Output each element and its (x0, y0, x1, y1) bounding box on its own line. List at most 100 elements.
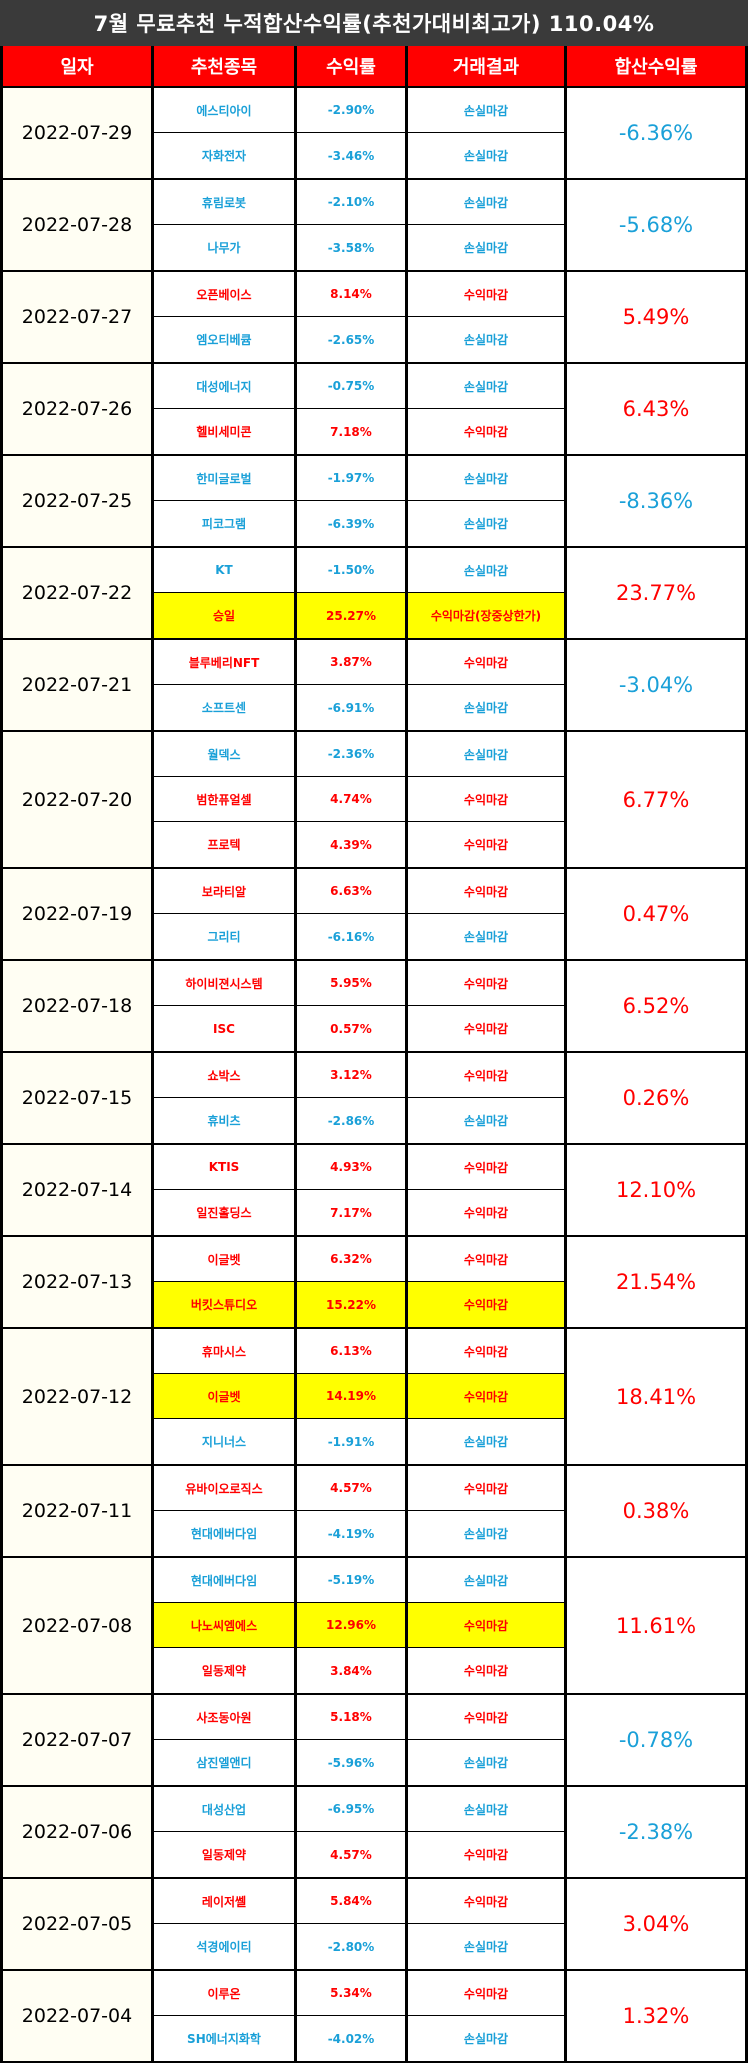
total-cell: 1.32% (567, 1971, 745, 2061)
rate-cell: 4.74% (297, 777, 405, 821)
result-cell: 손실마감 (408, 1419, 564, 1464)
rate-cell: -2.86% (297, 1098, 405, 1143)
rate-cell: 4.39% (297, 822, 405, 867)
header-rate: 수익률 (297, 46, 405, 86)
rate-cell: 7.18% (297, 409, 405, 454)
result-cell: 수익마감 (408, 961, 564, 1005)
result-cell: 손실마감 (408, 1511, 564, 1556)
total-cell: 5.49% (567, 272, 745, 362)
date-cell: 2022-07-12 (3, 1329, 151, 1464)
rate-cell: -3.46% (297, 133, 405, 178)
date-cell: 2022-07-13 (3, 1237, 151, 1327)
result-cell: 손실마감 (408, 1098, 564, 1143)
result-cell: 손실마감 (408, 914, 564, 959)
rate-cell: 6.63% (297, 869, 405, 913)
table-row: 2022-07-04 이루온 5.34% 수익마감 SH에너지화학 -4.02% 손실마감 1… (0, 1971, 748, 2063)
stock-cell: 일동제약 (154, 1648, 294, 1693)
result-cell: 수익마감 (408, 869, 564, 913)
table-row: 2022-07-18 하이비젼시스템 5.95% 수익마감 ISC 0.57% 수익마감 6.… (0, 961, 748, 1053)
stock-cell: 소프트센 (154, 685, 294, 730)
rate-cell: -2.90% (297, 88, 405, 132)
total-cell: -8.36% (567, 456, 745, 546)
rate-cell: 4.57% (297, 1832, 405, 1877)
result-cell: 수익마감 (408, 1006, 564, 1051)
date-cell: 2022-07-06 (3, 1787, 151, 1877)
stock-cell: 석경에이티 (154, 1924, 294, 1969)
total-cell: 6.77% (567, 732, 745, 867)
stock-cell: 엠오티베큠 (154, 317, 294, 362)
stock-cell: 피코그램 (154, 501, 294, 546)
rate-cell: 14.19% (297, 1374, 405, 1418)
table-header: 일자 추천종목 수익률 거래결과 합산수익률 (0, 46, 748, 88)
result-cell: 손실마감 (408, 456, 564, 500)
total-cell: 0.26% (567, 1053, 745, 1143)
date-cell: 2022-07-15 (3, 1053, 151, 1143)
stock-cell: 이글벳 (154, 1374, 294, 1418)
rate-cell: 15.22% (297, 1282, 405, 1327)
stock-cell: 이루온 (154, 1971, 294, 2015)
result-cell: 수익마감 (408, 1466, 564, 1510)
stock-cell: 레이저쎌 (154, 1879, 294, 1923)
stock-cell: SH에너지화학 (154, 2016, 294, 2061)
stock-cell: 에스티아이 (154, 88, 294, 132)
total-cell: 6.52% (567, 961, 745, 1051)
result-cell: 수익마감 (408, 272, 564, 316)
rate-cell: -1.91% (297, 1419, 405, 1464)
stock-cell: 일동제약 (154, 1832, 294, 1877)
result-cell: 수익마감 (408, 1145, 564, 1189)
stock-cell: 유바이오로직스 (154, 1466, 294, 1510)
result-cell: 손실마감 (408, 1558, 564, 1602)
rate-cell: -6.91% (297, 685, 405, 730)
table-row: 2022-07-25 한미글로벌 -1.97% 손실마감 피코그램 -6.39% 손실마감 -… (0, 456, 748, 548)
stock-cell: 나무가 (154, 225, 294, 270)
stock-cell: 대성산업 (154, 1787, 294, 1831)
header-stock: 추천종목 (154, 46, 294, 86)
rate-cell: -3.58% (297, 225, 405, 270)
result-cell: 수익마감 (408, 777, 564, 821)
rate-cell: 8.14% (297, 272, 405, 316)
table-row: 2022-07-21 블루베리NFT 3.87% 수익마감 소프트센 -6.91% 손실마감… (0, 640, 748, 732)
stock-cell: 휴마시스 (154, 1329, 294, 1373)
result-cell: 손실마감 (408, 1924, 564, 1969)
total-cell: -6.36% (567, 88, 745, 178)
header-date: 일자 (3, 46, 151, 86)
table-row: 2022-07-22 KT -1.50% 손실마감 승일 25.27% 수익마감(장중상한가… (0, 548, 748, 640)
date-cell: 2022-07-25 (3, 456, 151, 546)
result-cell: 손실마감 (408, 1787, 564, 1831)
total-cell: 12.10% (567, 1145, 745, 1235)
rate-cell: 6.13% (297, 1329, 405, 1373)
result-cell: 수익마감 (408, 1879, 564, 1923)
total-cell: 0.38% (567, 1466, 745, 1556)
stock-cell: ISC (154, 1006, 294, 1051)
stock-cell: 블루베리NFT (154, 640, 294, 684)
date-cell: 2022-07-29 (3, 88, 151, 178)
date-cell: 2022-07-14 (3, 1145, 151, 1235)
rate-cell: -2.65% (297, 317, 405, 362)
rate-cell: 25.27% (297, 593, 405, 638)
stock-cell: 월덱스 (154, 732, 294, 776)
stock-cell: 휴비츠 (154, 1098, 294, 1143)
table-row: 2022-07-20 월덱스 -2.36% 손실마감 범한퓨얼셀 4.74% 수익마감 프로텍… (0, 732, 748, 869)
result-cell: 수익마감 (408, 640, 564, 684)
date-cell: 2022-07-07 (3, 1695, 151, 1785)
total-cell: -0.78% (567, 1695, 745, 1785)
rate-cell: -0.75% (297, 364, 405, 408)
rate-cell: 4.57% (297, 1466, 405, 1510)
date-cell: 2022-07-22 (3, 548, 151, 638)
stock-cell: 하이비젼시스템 (154, 961, 294, 1005)
rate-cell: -6.39% (297, 501, 405, 546)
result-cell: 손실마감 (408, 685, 564, 730)
stock-cell: 사조동아원 (154, 1695, 294, 1739)
date-cell: 2022-07-04 (3, 1971, 151, 2061)
table-row: 2022-07-05 레이저쎌 5.84% 수익마감 석경에이티 -2.80% 손실마감 3.… (0, 1879, 748, 1971)
result-cell: 수익마감 (408, 1832, 564, 1877)
date-cell: 2022-07-18 (3, 961, 151, 1051)
result-cell: 수익마감 (408, 409, 564, 454)
result-cell: 손실마감 (408, 88, 564, 132)
result-cell: 수익마감 (408, 1971, 564, 2015)
total-cell: -2.38% (567, 1787, 745, 1877)
stock-cell: 삼진엘앤디 (154, 1740, 294, 1785)
stock-cell: 그리티 (154, 914, 294, 959)
rate-cell: -1.97% (297, 456, 405, 500)
